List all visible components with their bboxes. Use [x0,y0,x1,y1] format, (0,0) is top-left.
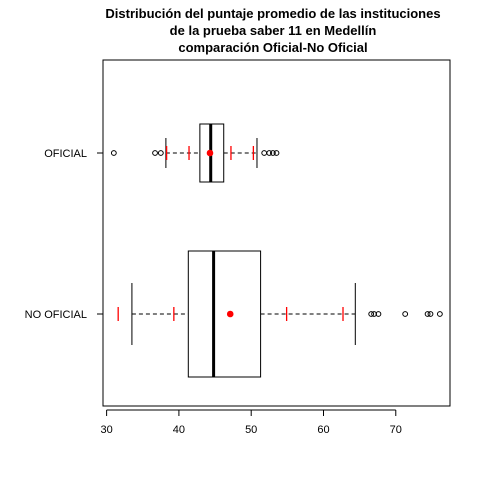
boxes-layer: OFICIAL NO OFICIAL [25,123,443,378]
iqr-box [187,250,262,378]
x-tick-label: 60 [317,424,329,436]
category-label: NO OFICIAL [25,309,87,321]
outlier-point [375,311,382,317]
chart-title: Distribución del puntaje promedio de las… [105,6,440,55]
outlier-point [427,311,434,317]
x-axis: 30 40 50 60 70 [100,409,402,436]
box-group-oficial: OFICIAL [44,123,280,183]
x-tick-label: 70 [390,424,402,436]
outlier-point [152,150,158,156]
x-tick-label: 30 [100,424,112,436]
mean-point [226,310,234,318]
outlier-point [110,150,117,156]
title-line-1: Distribución del puntaje promedio de las… [105,6,440,21]
outlier-point [402,311,409,317]
outlier-point [266,150,273,156]
plot-frame [102,59,451,407]
title-line-2: de la prueba saber 11 en Medellín [170,23,377,38]
x-tick-label: 50 [245,424,257,436]
outlier-point [368,311,375,317]
outlier-point [261,150,268,156]
outlier-point [269,150,276,156]
outlier-point [424,311,431,317]
box-group-no-oficial: NO OFICIAL [25,250,443,378]
outlier-point [273,150,280,156]
title-line-3: comparación Oficial-No Oficial [178,40,367,55]
outlier-point [436,311,443,317]
mean-point [206,149,214,157]
outlier-point [157,150,164,156]
category-label: OFICIAL [44,148,87,160]
x-tick-label: 40 [173,424,185,436]
